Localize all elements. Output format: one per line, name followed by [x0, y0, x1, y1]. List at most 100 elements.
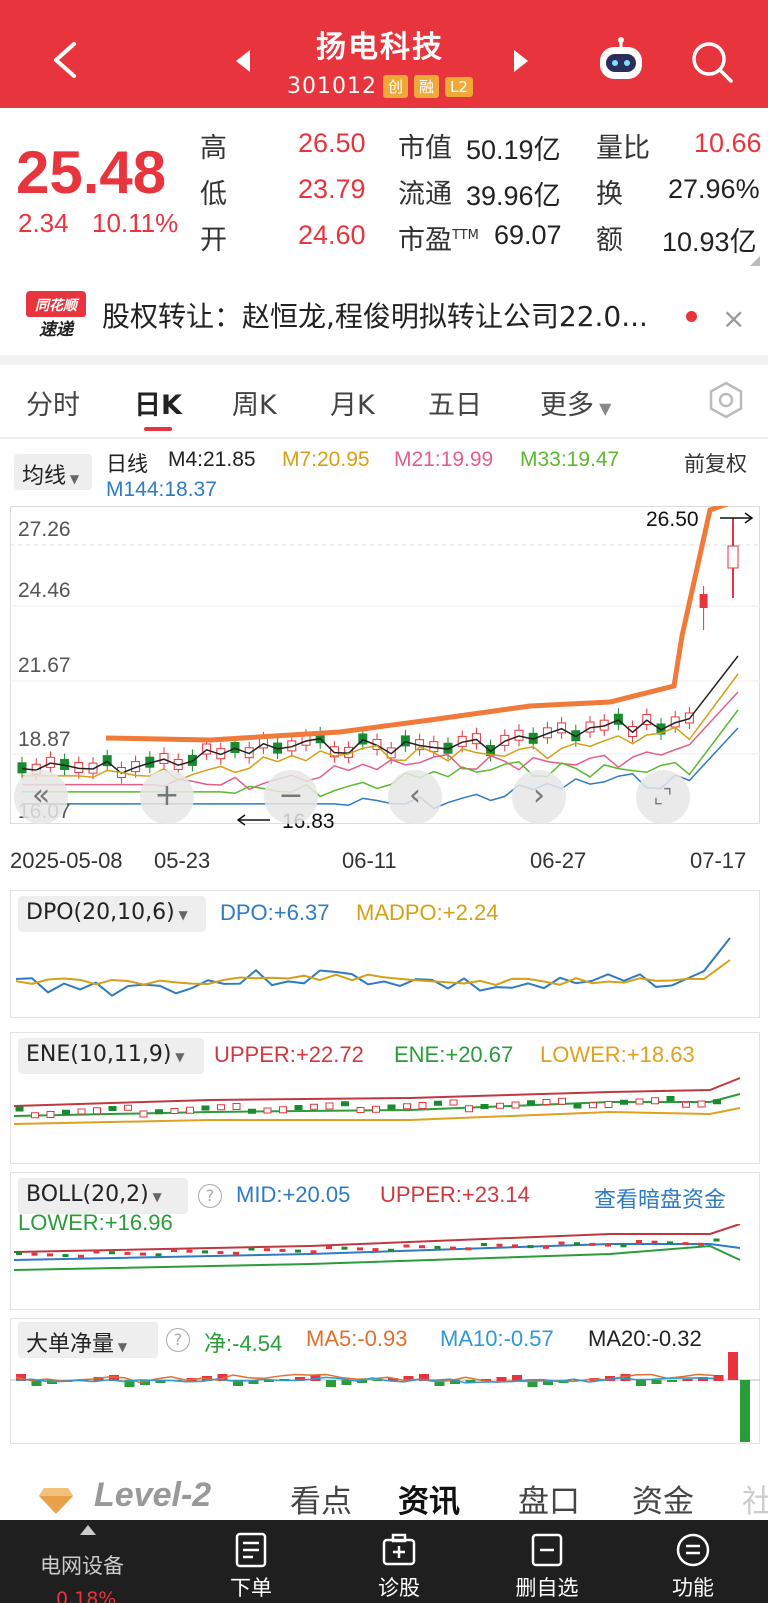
bigorder-selector[interactable]: 大单净量 ▼	[18, 1322, 158, 1358]
mini-candle	[171, 1249, 177, 1252]
level2-tab[interactable]: Level-2	[94, 1476, 212, 1514]
tab-weekly-k[interactable]: 周K	[232, 390, 277, 421]
news-close-button[interactable]: ×	[722, 302, 746, 335]
expand-corner-icon[interactable]	[750, 256, 760, 266]
kline-chart-frame[interactable]	[10, 506, 760, 824]
tab-more[interactable]: 更多 ▼	[540, 390, 612, 421]
ene-panel[interactable]	[10, 1032, 760, 1164]
dpo-panel[interactable]	[10, 890, 760, 1018]
nav-remove-watchlist-label: 删自选	[515, 1576, 579, 1600]
ene-selector[interactable]: ENE(10,11,9) ▼	[18, 1038, 204, 1074]
bigorder-bar	[248, 1380, 259, 1384]
ene-upper-line	[13, 1077, 741, 1107]
tab-intraday[interactable]: 分时	[26, 390, 80, 421]
search-icon[interactable]	[690, 40, 734, 84]
next-stock-icon[interactable]	[514, 50, 528, 72]
nav-place-order-label: 下单	[230, 1576, 272, 1600]
bigorder-bar	[341, 1380, 352, 1385]
y-tick-2: 24.46	[18, 579, 71, 602]
news-logo-line2: 速递	[39, 320, 75, 340]
bigorder-panel[interactable]	[10, 1318, 760, 1444]
mini-candle	[511, 1101, 520, 1109]
mini-candle	[605, 1243, 611, 1247]
float-cap-value: 39.96亿	[466, 181, 561, 211]
fullscreen-button[interactable]: ⌞⌝	[636, 770, 690, 824]
dark-pool-link[interactable]: 查看暗盘资金	[594, 1187, 727, 1212]
boll-selector[interactable]: BOLL(20,2) ▼	[18, 1178, 188, 1214]
open-value: 24.60	[298, 220, 366, 250]
mini-candle	[496, 1243, 503, 1247]
boll-panel[interactable]	[10, 1172, 760, 1310]
market-cap-value: 50.19亿	[466, 135, 561, 165]
nav-diagnose[interactable]: 诊股	[344, 1520, 454, 1603]
bigorder-bar	[434, 1380, 445, 1386]
tab-monthly-k[interactable]: 月K	[330, 390, 375, 421]
unread-dot	[686, 311, 697, 322]
help-icon[interactable]: ?	[198, 1184, 222, 1208]
turnover-value: 27.96%	[668, 174, 760, 204]
mini-candle	[47, 1253, 53, 1257]
mini-candle	[108, 1106, 117, 1111]
scroll-right-button[interactable]: ›	[512, 770, 566, 824]
nav-remove-watchlist[interactable]: 删自选	[492, 1520, 602, 1603]
mini-candle	[527, 1100, 535, 1106]
mini-candle	[46, 1111, 55, 1118]
chevron-down-icon: ▼	[174, 908, 188, 922]
scroll-left-fast-button[interactable]: «	[14, 770, 68, 824]
bigorder-net: 净:-4.54	[204, 1331, 283, 1356]
order-form-icon	[235, 1532, 267, 1568]
nav-functions[interactable]: 功能	[638, 1520, 748, 1603]
pe-label: 市盈TTM	[398, 225, 479, 256]
mini-candle	[635, 1098, 644, 1105]
diamond-icon	[39, 1488, 73, 1514]
nav-place-order[interactable]: 下单	[196, 1520, 306, 1603]
mini-candle	[93, 1107, 101, 1115]
sector-name[interactable]: 电网设备	[40, 1554, 124, 1578]
tab-highlights[interactable]: 看点	[290, 1484, 352, 1520]
kline-chart[interactable]	[10, 506, 760, 824]
prev-stock-icon[interactable]	[236, 50, 250, 72]
ene-lower-line	[13, 1107, 741, 1125]
expand-up-icon[interactable]	[80, 1525, 96, 1535]
mini-candle	[62, 1254, 69, 1258]
dpo-selector[interactable]: DPO(20,10,6) ▼	[18, 896, 206, 932]
mini-candle	[527, 1245, 534, 1249]
tab-order-book[interactable]: 盘口	[518, 1484, 580, 1520]
ene-lower: LOWER:+18.63	[540, 1042, 695, 1067]
ma-m144: M144:18.37	[106, 478, 217, 501]
help-icon[interactable]: ?	[166, 1328, 190, 1352]
mini-candle	[403, 1244, 410, 1248]
mini-candle	[232, 1103, 241, 1110]
tab-capital[interactable]: 资金	[632, 1484, 694, 1520]
tab-news[interactable]: 资讯	[398, 1484, 460, 1520]
ma-line	[22, 691, 739, 791]
mini-candle	[263, 1107, 272, 1114]
adjust-mode[interactable]: 前复权	[684, 453, 747, 476]
divider	[0, 437, 768, 439]
back-arrow-icon[interactable]	[48, 40, 82, 80]
tab-community[interactable]: 社	[742, 1484, 768, 1520]
low-marker-arrow-icon	[236, 814, 270, 826]
tab-daily-k[interactable]: 日K	[134, 390, 182, 421]
news-headline[interactable]: 股权转让：赵恒龙,程俊明拟转让公司22.0...	[102, 300, 648, 333]
chart-settings-icon[interactable]	[706, 380, 746, 420]
mini-candle	[434, 1100, 442, 1106]
bigorder-chart	[10, 1352, 760, 1442]
y-tick-4: 18.87	[18, 728, 71, 751]
news-ticker[interactable]: 同花顺 速递 股权转让：赵恒龙,程俊明拟转让公司22.0...	[0, 273, 768, 355]
tab-five-day[interactable]: 五日	[428, 390, 482, 421]
ma-selector[interactable]: 均线 ▼	[14, 454, 92, 490]
mini-candle	[217, 1251, 224, 1255]
ma-m7: M7:20.95	[282, 448, 370, 471]
bigorder-bar	[403, 1376, 414, 1381]
quote-panel: 25.48 2.34 10.11% 高 26.50 市值 50.19亿 量比 1…	[0, 108, 768, 273]
mini-candle	[170, 1108, 179, 1114]
mini-candle	[713, 1099, 721, 1105]
bigorder-bar	[713, 1375, 724, 1381]
robot-assistant-icon[interactable]	[596, 36, 646, 82]
zoom-out-button[interactable]: −	[264, 770, 318, 824]
bigorder-bar	[326, 1380, 336, 1387]
mini-candle	[589, 1242, 596, 1246]
scroll-left-button[interactable]: ‹	[388, 770, 442, 824]
zoom-in-button[interactable]: +	[140, 770, 194, 824]
